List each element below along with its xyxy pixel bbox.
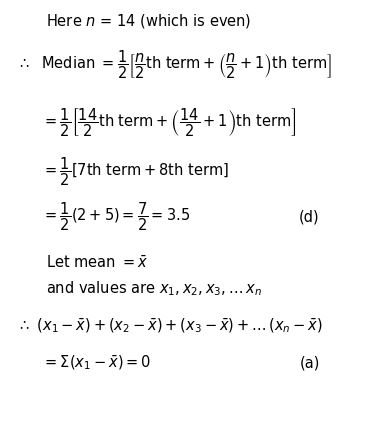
Text: $= \dfrac{1}{2}\left[\dfrac{14}{2}\text{th term}+\left(\dfrac{14}{2}+1\right)\te: $= \dfrac{1}{2}\left[\dfrac{14}{2}\text{… <box>42 106 296 139</box>
Text: (a): (a) <box>299 355 320 371</box>
Text: Let mean $= \bar{x}$: Let mean $= \bar{x}$ <box>46 255 149 271</box>
Text: $\therefore$ $(x_1 - \bar{x}) + (x_2 - \bar{x}) + (x_3 - \bar{x}) + \ldots\, (x_: $\therefore$ $(x_1 - \bar{x}) + (x_2 - \… <box>17 316 323 335</box>
Text: $= \dfrac{1}{2}(2+5)=\dfrac{7}{2}=3.5$: $= \dfrac{1}{2}(2+5)=\dfrac{7}{2}=3.5$ <box>42 201 190 233</box>
Text: $= \dfrac{1}{2}\left[7\text{th term}+8\text{th term}\right]$: $= \dfrac{1}{2}\left[7\text{th term}+8\t… <box>42 156 229 188</box>
Text: (d): (d) <box>299 209 320 224</box>
Text: $\therefore$  Median $= \dfrac{1}{2}\left[\dfrac{n}{2}\text{th term}+\left(\dfra: $\therefore$ Median $= \dfrac{1}{2}\left… <box>17 48 332 80</box>
Text: Here $n$ = 14 (which is even): Here $n$ = 14 (which is even) <box>46 12 252 30</box>
Text: and values are $x_1, x_2, x_3, \ldots\, x_n$: and values are $x_1, x_2, x_3, \ldots\, … <box>46 279 262 297</box>
Text: $= \Sigma(x_1 - \bar{x}) = 0$: $= \Sigma(x_1 - \bar{x}) = 0$ <box>42 354 151 372</box>
